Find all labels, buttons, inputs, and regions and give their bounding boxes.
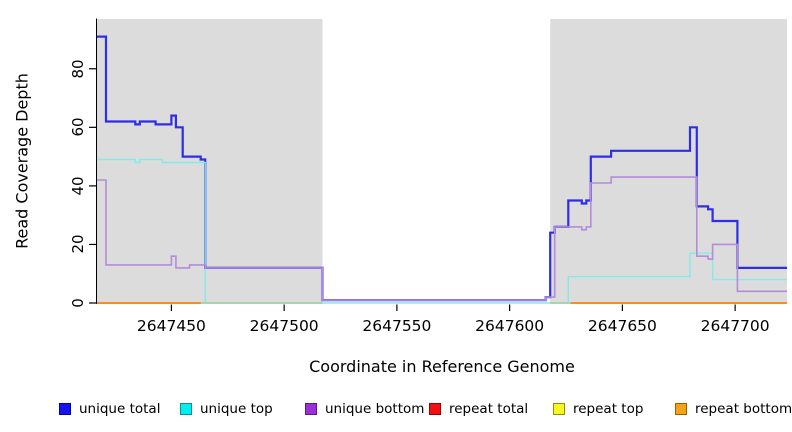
legend-swatch-icon (59, 403, 71, 415)
shaded-region (97, 19, 323, 304)
x-tick-label: 2647550 (362, 317, 432, 335)
y-tick-label: 20 (69, 234, 87, 254)
x-tick-label: 2647500 (249, 317, 319, 335)
x-tick-label: 2647700 (700, 317, 770, 335)
y-tick-label: 80 (69, 59, 87, 79)
legend-item-repeat-top: repeat top (553, 401, 644, 417)
x-tick-label: 2647600 (475, 317, 545, 335)
legend-swatch-icon (675, 403, 687, 415)
legend-label: unique bottom (325, 401, 425, 417)
legend-label: repeat top (573, 401, 644, 417)
legend-swatch-icon (305, 403, 317, 415)
legend-label: repeat total (449, 401, 529, 417)
legend-label: unique top (200, 401, 273, 417)
x-axis-title: Coordinate in Reference Genome (309, 357, 575, 376)
y-tick-label: 60 (69, 117, 87, 137)
y-axis-title: Read Coverage Depth (12, 73, 32, 249)
legend-swatch-icon (429, 403, 441, 415)
legend-swatch-icon (180, 403, 192, 415)
coverage-chart-canvas (89, 18, 787, 311)
y-tick-label: 0 (69, 298, 87, 308)
shaded-region (550, 19, 787, 304)
x-tick-label: 2647450 (136, 317, 206, 335)
legend-item-repeat-bottom: repeat bottom (675, 401, 792, 417)
series-unique-top-line (97, 158, 787, 304)
legend-label: unique total (79, 401, 161, 417)
series-unique-total-line (97, 35, 787, 302)
legend-item-repeat-total: repeat total (429, 401, 529, 417)
x-tick-label: 2647650 (587, 317, 657, 335)
legend-swatch-icon (553, 403, 565, 415)
legend-item-unique-total: unique total (59, 401, 161, 417)
legend-label: repeat bottom (695, 401, 792, 417)
y-tick-label: 40 (69, 176, 87, 196)
legend-item-unique-bottom: unique bottom (305, 401, 425, 417)
legend-item-unique-top: unique top (180, 401, 273, 417)
series-unique-bottom-line (97, 176, 787, 301)
